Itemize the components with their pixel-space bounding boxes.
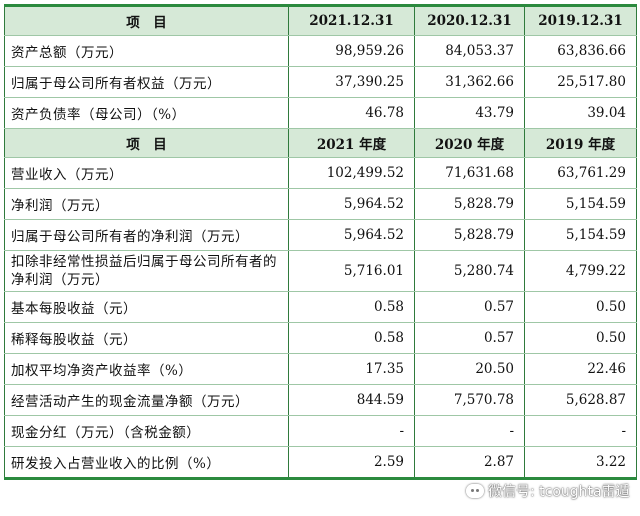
row-value-2020: 0.57 xyxy=(414,322,525,354)
row-label: 加权平均净资产收益率（%） xyxy=(4,353,289,385)
row-value-2020: 7,570.78 xyxy=(414,384,525,416)
row-value-2019: 3.22 xyxy=(524,446,637,480)
row-value-2019: 25,517.80 xyxy=(524,66,637,98)
watermark-text: 微信号: tcoughta雷遁 xyxy=(488,484,630,500)
row-value-2021: 0.58 xyxy=(288,291,415,323)
row-value-2020: 84,053.37 xyxy=(414,35,525,67)
row-label: 资产总额（万元） xyxy=(4,35,289,67)
row-value-2021: 98,959.26 xyxy=(288,35,415,67)
header-item: 项 目 xyxy=(4,128,289,158)
row-value-2019: 5,628.87 xyxy=(524,384,637,416)
row-value-2019: - xyxy=(524,415,637,447)
table-header-row-income: 项 目 2021 年度 2020 年度 2019 年度 xyxy=(4,128,637,158)
row-value-2020: 20.50 xyxy=(414,353,525,385)
row-label: 基本每股收益（元） xyxy=(4,291,289,323)
row-label: 资产负债率（母公司）（%） xyxy=(4,97,289,129)
row-label: 营业收入（万元） xyxy=(4,157,289,189)
row-value-2021: 5,964.52 xyxy=(288,188,415,220)
row-value-2021: 17.35 xyxy=(288,353,415,385)
header-item: 项 目 xyxy=(4,4,289,36)
row-value-2021: 5,964.52 xyxy=(288,219,415,251)
row-value-2019: 5,154.59 xyxy=(524,219,637,251)
row-label: 经营活动产生的现金流量净额（万元） xyxy=(4,384,289,416)
table-row: 经营活动产生的现金流量净额（万元） 844.59 7,570.78 5,628.… xyxy=(4,384,637,416)
row-value-2021: 2.59 xyxy=(288,446,415,480)
row-value-2019: 63,836.66 xyxy=(524,35,637,67)
row-label: 归属于母公司所有者的净利润（万元） xyxy=(4,219,289,251)
row-value-2020: 5,280.74 xyxy=(414,250,525,292)
row-value-2021: 0.58 xyxy=(288,322,415,354)
table-row: 研发投入占营业收入的比例（%） 2.59 2.87 3.22 xyxy=(4,446,637,480)
wechat-watermark: 微信号: tcoughta雷遁 xyxy=(466,480,630,502)
table-row: 基本每股收益（元） 0.58 0.57 0.50 xyxy=(4,291,637,323)
row-value-2020: 31,362.66 xyxy=(414,66,525,98)
row-value-2020: 5,828.79 xyxy=(414,219,525,251)
table-row: 扣除非经常性损益后归属于母公司所有者的净利润（万元） 5,716.01 5,28… xyxy=(4,250,637,292)
row-value-2019: 4,799.22 xyxy=(524,250,637,292)
table-row: 现金分红（万元）（含税金额） - - - xyxy=(4,415,637,447)
financial-summary-table: 项 目 2021.12.31 2020.12.31 2019.12.31 资产总… xyxy=(4,4,637,480)
table-row: 归属于母公司所有者权益（万元） 37,390.25 31,362.66 25,5… xyxy=(4,66,637,98)
row-value-2019: 22.46 xyxy=(524,353,637,385)
row-value-2019: 39.04 xyxy=(524,97,637,129)
row-value-2021: 5,716.01 xyxy=(288,250,415,292)
table-row: 归属于母公司所有者的净利润（万元） 5,964.52 5,828.79 5,15… xyxy=(4,219,637,251)
table-row: 资产负债率（母公司）（%） 46.78 43.79 39.04 xyxy=(4,97,637,129)
table-row: 资产总额（万元） 98,959.26 84,053.37 63,836.66 xyxy=(4,35,637,67)
row-label: 研发投入占营业收入的比例（%） xyxy=(4,446,289,480)
header-2020-12-31: 2020.12.31 xyxy=(414,4,525,36)
row-value-2021: - xyxy=(288,415,415,447)
row-value-2020: 71,631.68 xyxy=(414,157,525,189)
header-2021: 2021 年度 xyxy=(288,128,415,158)
row-value-2019: 0.50 xyxy=(524,291,637,323)
header-2021-12-31: 2021.12.31 xyxy=(288,4,415,36)
financial-table-frame: 项 目 2021.12.31 2020.12.31 2019.12.31 资产总… xyxy=(4,4,637,480)
row-value-2021: 844.59 xyxy=(288,384,415,416)
header-2019: 2019 年度 xyxy=(524,128,637,158)
row-label: 净利润（万元） xyxy=(4,188,289,220)
table-row: 净利润（万元） 5,964.52 5,828.79 5,154.59 xyxy=(4,188,637,220)
header-2019-12-31: 2019.12.31 xyxy=(524,4,637,36)
row-value-2020: - xyxy=(414,415,525,447)
table-row: 加权平均净资产收益率（%） 17.35 20.50 22.46 xyxy=(4,353,637,385)
row-value-2019: 63,761.29 xyxy=(524,157,637,189)
row-label: 扣除非经常性损益后归属于母公司所有者的净利润（万元） xyxy=(4,250,289,292)
table-header-row-balance: 项 目 2021.12.31 2020.12.31 2019.12.31 xyxy=(4,4,637,36)
header-2020: 2020 年度 xyxy=(414,128,525,158)
row-value-2021: 102,499.52 xyxy=(288,157,415,189)
row-label: 归属于母公司所有者权益（万元） xyxy=(4,66,289,98)
table-row: 营业收入（万元） 102,499.52 71,631.68 63,761.29 xyxy=(4,157,637,189)
row-value-2020: 2.87 xyxy=(414,446,525,480)
row-value-2020: 5,828.79 xyxy=(414,188,525,220)
row-value-2019: 5,154.59 xyxy=(524,188,637,220)
row-label: 稀释每股收益（元） xyxy=(4,322,289,354)
row-value-2021: 37,390.25 xyxy=(288,66,415,98)
row-value-2020: 0.57 xyxy=(414,291,525,323)
row-value-2021: 46.78 xyxy=(288,97,415,129)
row-value-2020: 43.79 xyxy=(414,97,525,129)
wechat-icon xyxy=(466,484,484,498)
table-row: 稀释每股收益（元） 0.58 0.57 0.50 xyxy=(4,322,637,354)
row-value-2019: 0.50 xyxy=(524,322,637,354)
row-label: 现金分红（万元）（含税金额） xyxy=(4,415,289,447)
